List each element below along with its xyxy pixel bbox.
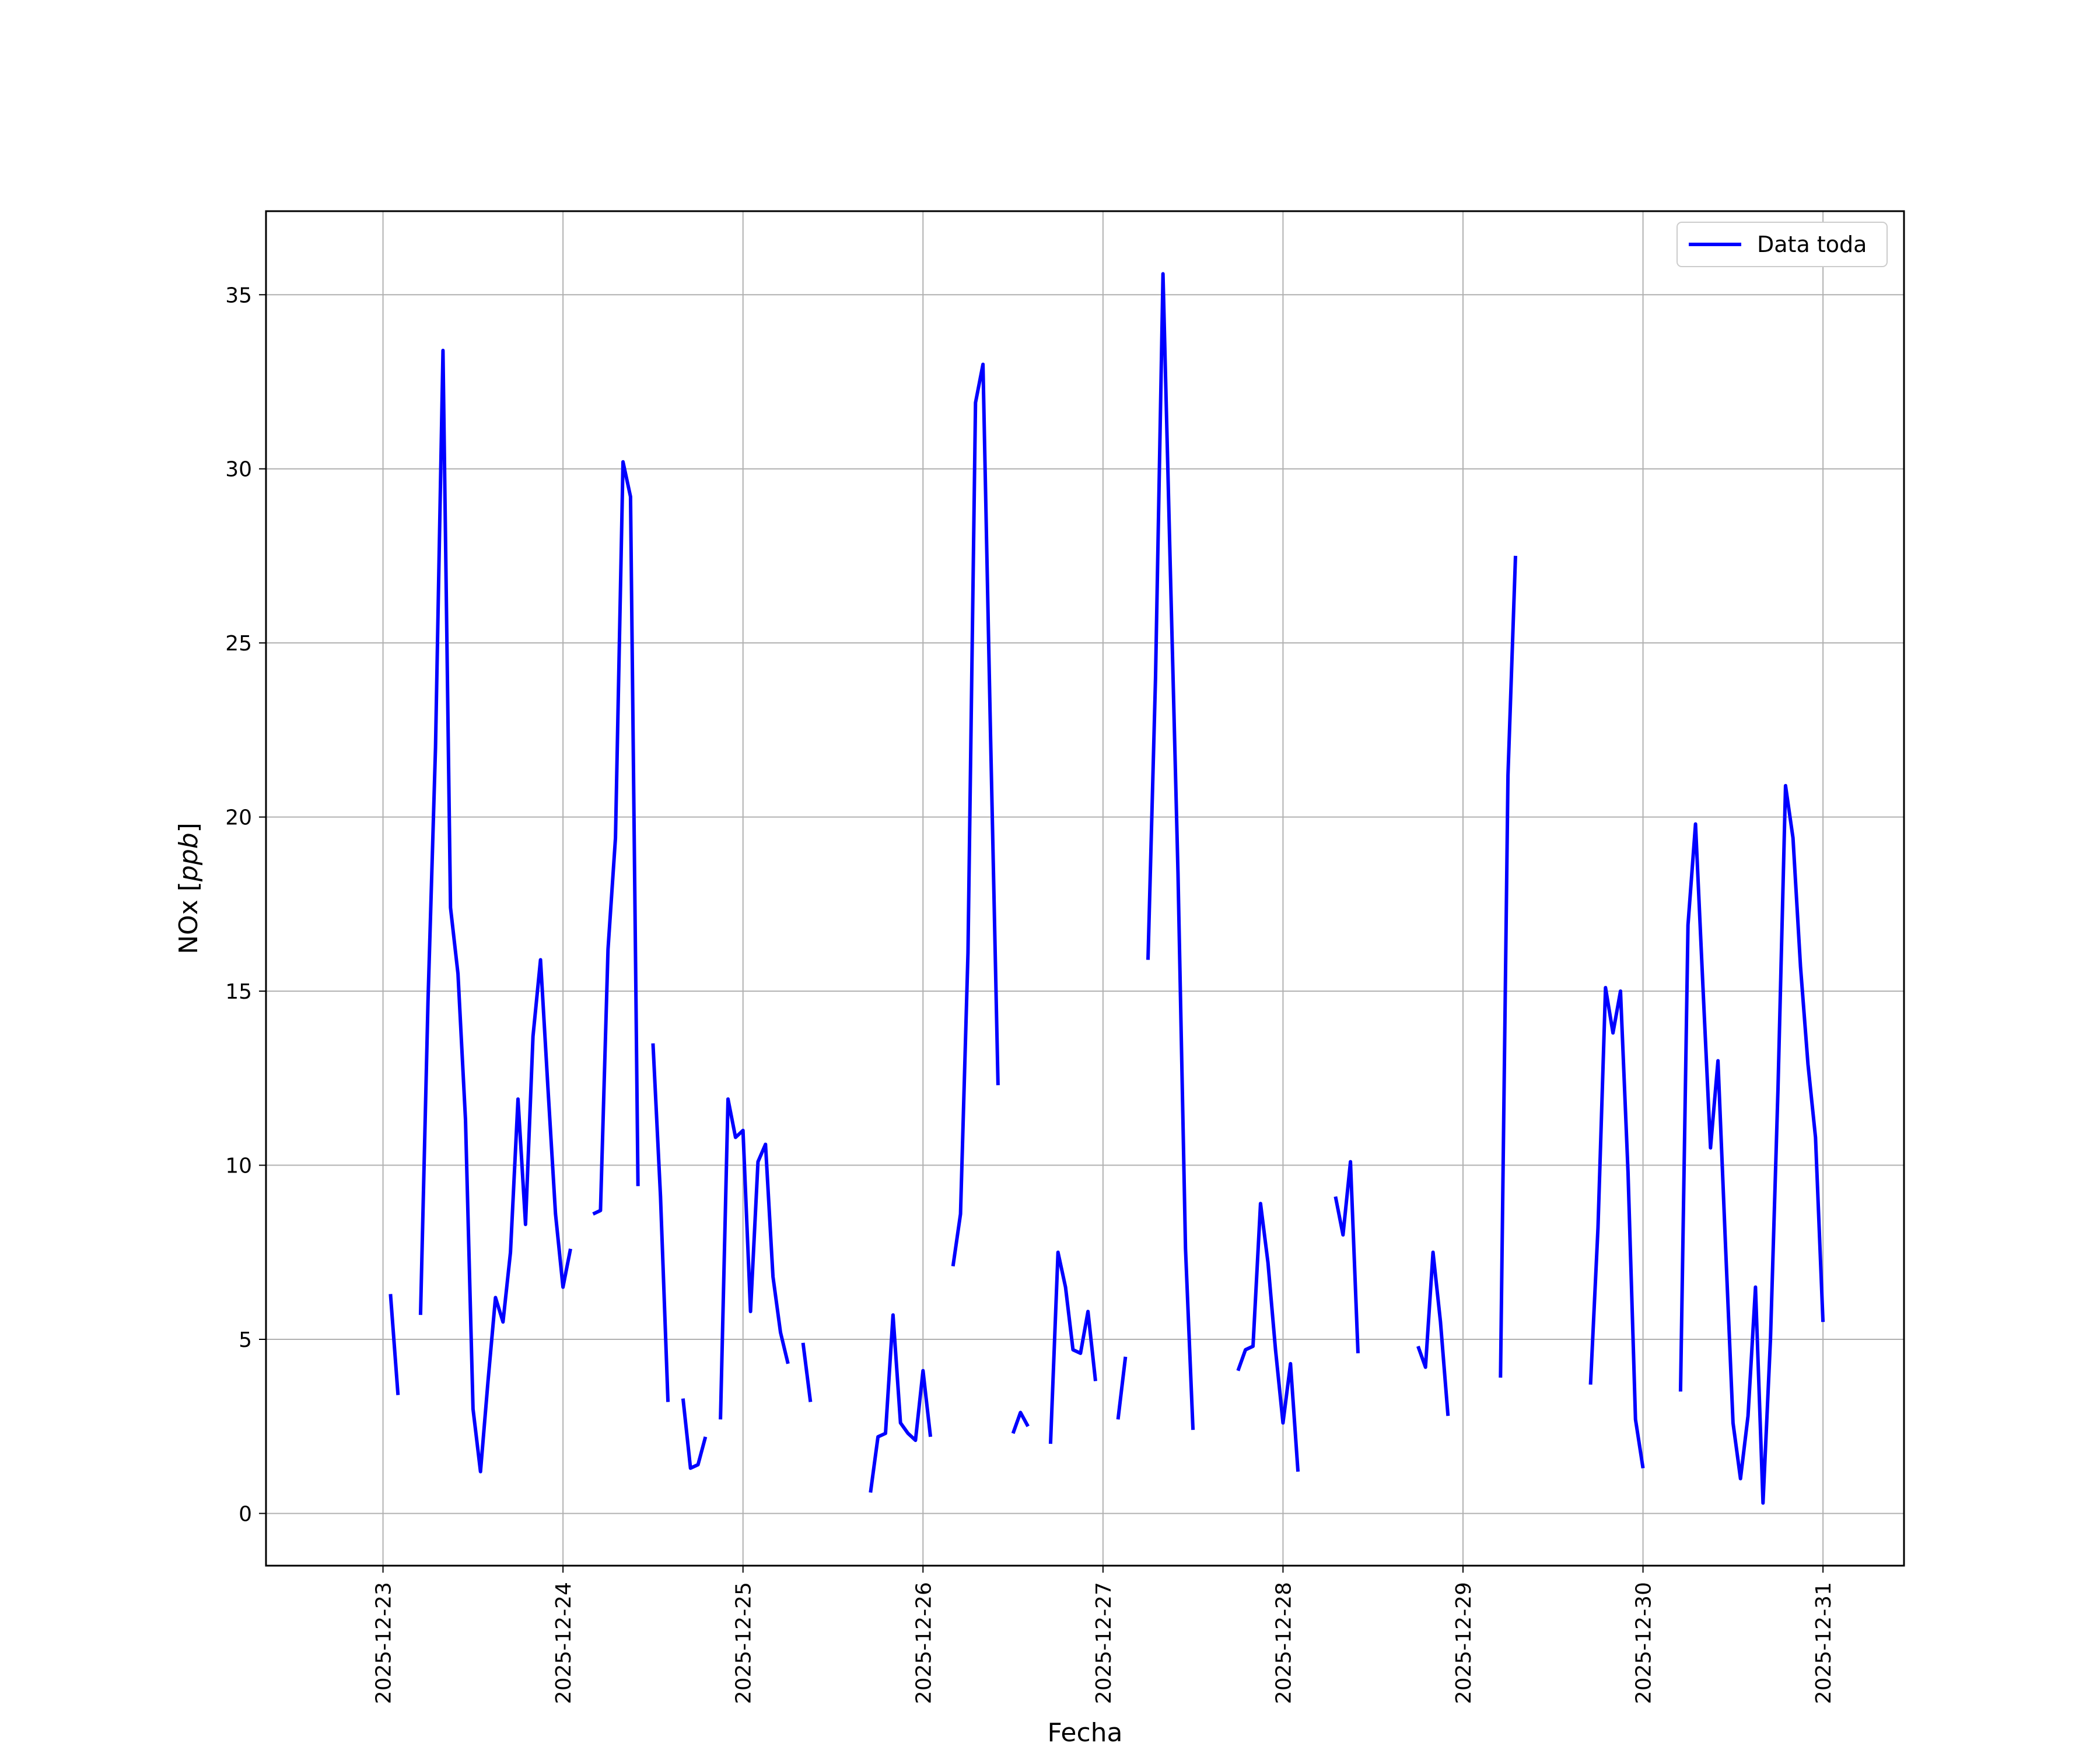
y-tick-label: 15: [225, 980, 252, 1004]
y-axis-label-main: NOx: [174, 891, 204, 954]
series-segment: [1334, 1160, 1360, 1354]
series-segment: [951, 362, 1000, 1267]
series-segment: [651, 1043, 670, 1402]
x-tick-label: 2025-12-31: [1812, 1582, 1836, 1704]
grid-lines: [266, 211, 1904, 1566]
y-tick-label: 25: [225, 632, 252, 656]
series-segment: [719, 1097, 790, 1420]
series-segment: [1011, 1410, 1030, 1434]
series-segment: [801, 1342, 813, 1402]
series-segment: [1116, 1356, 1128, 1420]
x-tick-label: 2025-12-27: [1092, 1582, 1116, 1704]
y-tick-label: 5: [239, 1328, 252, 1352]
series-segment: [1236, 1202, 1300, 1472]
series-segment: [418, 348, 572, 1474]
series-segment: [592, 460, 640, 1216]
legend-box: [1676, 222, 1888, 267]
y-axis-label-unit: ppb: [174, 832, 204, 882]
x-axis-label: Fecha: [1047, 1718, 1122, 1748]
series-segment: [388, 1294, 400, 1395]
x-tick-label: 2025-12-23: [372, 1582, 396, 1704]
x-tick-label: 2025-12-30: [1632, 1582, 1656, 1704]
y-tick-label: 0: [239, 1502, 252, 1526]
series-data-toda: [388, 272, 1825, 1505]
x-tick-label: 2025-12-26: [912, 1582, 936, 1704]
series-segment: [1146, 272, 1195, 1430]
y-tick-label: 20: [225, 806, 252, 830]
y-axis-label: NOx [ppb]: [174, 822, 204, 954]
series-segment: [1678, 783, 1825, 1505]
x-tick-label: 2025-12-24: [552, 1582, 576, 1704]
x-tick-label: 2025-12-29: [1452, 1582, 1476, 1704]
y-tick-label: 35: [225, 284, 252, 307]
series-segment: [1588, 986, 1645, 1469]
series-segment: [1416, 1250, 1450, 1416]
y-tick-label: 10: [225, 1154, 252, 1178]
series-segment: [1048, 1250, 1097, 1444]
plot-frame: [265, 210, 1905, 1567]
x-tick-label: 2025-12-28: [1272, 1582, 1296, 1704]
y-axis-label-bracket-close: ]: [174, 822, 204, 832]
series-segment: [1499, 555, 1517, 1378]
legend-label-data-toda: Data toda: [1757, 232, 1867, 257]
series-segment: [681, 1398, 708, 1470]
series-segment: [869, 1313, 933, 1493]
y-axis-label-bracket-open: [: [174, 881, 204, 891]
axis-ticks: 0 5 10 15 20 25 30 35 2025-12-23 2025-12-24 2025-1…: [225, 284, 1836, 1704]
y-tick-label: 30: [225, 458, 252, 482]
x-tick-label: 2025-12-25: [732, 1582, 756, 1704]
legend: Data toda: [1676, 222, 1888, 267]
